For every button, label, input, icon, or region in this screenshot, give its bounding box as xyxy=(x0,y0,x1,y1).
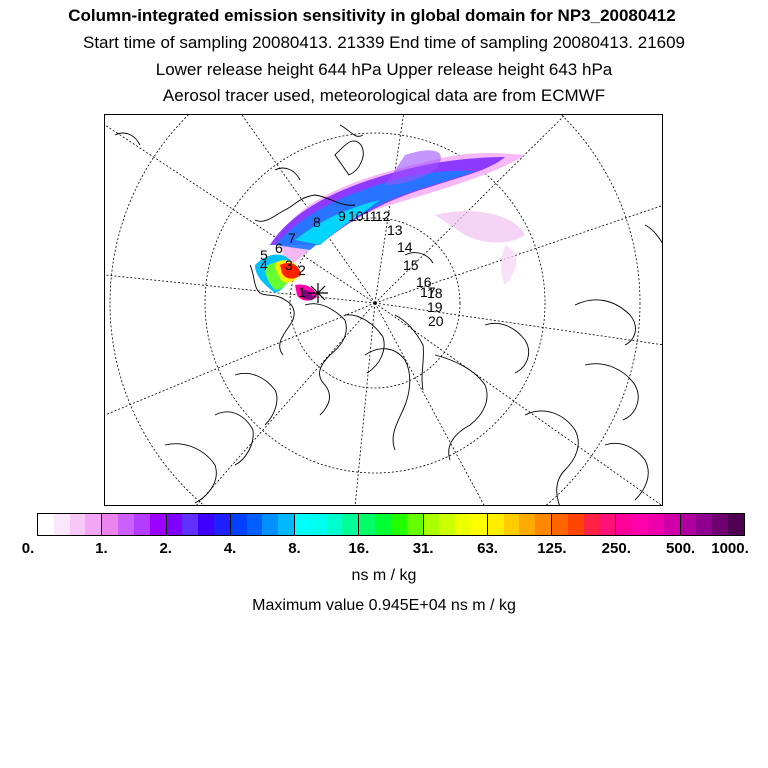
colorbar-segment xyxy=(198,514,214,535)
traj-label-14: 14 xyxy=(397,239,413,255)
colorbar-segment xyxy=(470,514,487,535)
colorbar-segment xyxy=(53,514,70,535)
colorbar-segment xyxy=(503,514,520,535)
emission-plume xyxy=(255,150,525,301)
traj-label-7: 7 xyxy=(288,230,296,246)
traj-label-20: 20 xyxy=(428,313,444,329)
colorbar-segment xyxy=(439,514,456,535)
colorbar-segment xyxy=(246,514,263,535)
colorbar-segment xyxy=(69,514,86,535)
traj-label-19: 19 xyxy=(427,299,443,315)
traj-label-2: 2 xyxy=(298,262,306,278)
traj-label-15: 15 xyxy=(403,257,419,273)
traj-label-17: 17 xyxy=(420,284,436,300)
colorbar-tick-label: 1. xyxy=(95,540,108,557)
colorbar-segment xyxy=(182,514,199,535)
colorbar-segment xyxy=(326,514,343,535)
colorbar-segment xyxy=(519,514,536,535)
colorbar-segment xyxy=(712,514,728,535)
colorbar-segment xyxy=(101,514,119,535)
colorbar-segment xyxy=(679,514,697,535)
colorbar-tick-label: 2. xyxy=(159,540,172,557)
colorbar-segment xyxy=(342,514,359,535)
colorbar-segment xyxy=(567,514,584,535)
release-star xyxy=(308,283,328,303)
colorbar-segment xyxy=(262,514,279,535)
colorbar-unit: ns m / kg xyxy=(351,567,417,584)
colorbar-segment xyxy=(406,514,423,535)
colorbar-segment xyxy=(663,514,680,535)
colorbar-segment xyxy=(310,514,327,535)
traj-label-5: 5 xyxy=(260,247,268,263)
latitude-circles xyxy=(109,115,641,505)
colorbar-segment xyxy=(551,514,568,535)
colorbar-tick-label: 63. xyxy=(477,540,498,557)
colorbar-segment xyxy=(118,514,134,535)
colorbar-tick-label: 16. xyxy=(348,540,370,557)
colorbar-tick-label: 4. xyxy=(223,540,237,557)
max-value: Maximum value 0.945E+04 ns m / kg xyxy=(252,597,516,614)
traj-label-4: 4 xyxy=(260,257,268,273)
colorbar-tick-label: 1000. xyxy=(711,540,749,557)
colorbar xyxy=(37,513,745,536)
colorbar-segment xyxy=(486,514,504,535)
colorbar-segment xyxy=(278,514,294,535)
sampling-time: Start time of sampling 20080413. 21339 E… xyxy=(82,33,686,52)
traj-label-12: 12 xyxy=(375,208,391,224)
coastlines xyxy=(114,124,662,505)
colorbar-segment xyxy=(727,514,744,535)
colorbar-tick-label: 125. xyxy=(537,540,567,557)
colorbar-tick-label: 8. xyxy=(288,540,301,557)
colorbar-segment xyxy=(647,514,664,535)
colorbar-tick-label: 31. xyxy=(412,540,434,557)
traj-label-11: 11 xyxy=(363,208,378,224)
traj-label-6: 6 xyxy=(275,240,283,256)
colorbar-segment xyxy=(358,514,376,535)
colorbar-tick-label: 0. xyxy=(21,540,35,557)
colorbar-segment xyxy=(133,514,150,535)
colorbar-segment xyxy=(599,514,616,535)
release-height: Lower release height 644 hPa Upper relea… xyxy=(155,60,613,79)
colorbar-tick-label: 500. xyxy=(666,540,696,557)
traj-label-1: 1 xyxy=(298,284,306,300)
chart-title: Column-integrated emission sensitivity i… xyxy=(68,6,676,25)
colorbar-segment xyxy=(165,514,183,535)
colorbar-segment xyxy=(583,514,600,535)
colorbar-segment xyxy=(632,514,648,535)
colorbar-segment xyxy=(38,514,54,535)
tracer-info: Aerosol tracer used, meteorological data… xyxy=(162,86,606,105)
colorbar-segment xyxy=(149,514,166,535)
traj-label-16: 16 xyxy=(416,274,432,290)
colorbar-segment xyxy=(85,514,102,535)
traj-label-3: 3 xyxy=(285,257,293,273)
meridians xyxy=(105,115,662,505)
colorbar-segment xyxy=(213,514,230,535)
traj-label-9: 9 xyxy=(338,208,346,224)
colorbar-segment xyxy=(294,514,311,535)
traj-label-18: 18 xyxy=(427,285,443,301)
polar-map: 1 2 3 4 5 6 7 8 9 10 11 12 13 14 15 16 1… xyxy=(105,115,662,505)
traj-label-8: 8 xyxy=(313,214,321,230)
traj-label-10: 10 xyxy=(348,208,364,224)
colorbar-segment xyxy=(375,514,391,535)
colorbar-ticks: 0. 1. 2. 4. 8. 16. 31. 63. 125. 250. 500. 1000. xyxy=(0,540,768,560)
colorbar-segment xyxy=(455,514,471,535)
map-panel: 1 2 3 4 5 6 7 8 9 10 11 12 13 14 15 16 1… xyxy=(104,114,663,506)
colorbar-segment xyxy=(229,514,247,535)
traj-label-13: 13 xyxy=(387,222,403,238)
colorbar-segment xyxy=(535,514,551,535)
colorbar-segment xyxy=(696,514,713,535)
colorbar-segment xyxy=(615,514,633,535)
colorbar-segment xyxy=(422,514,440,535)
trajectory-labels: 1 2 3 4 5 6 7 8 9 10 11 12 13 14 15 16 1… xyxy=(260,208,444,329)
colorbar-tick-label: 250. xyxy=(601,540,631,557)
colorbar-segment xyxy=(390,514,407,535)
